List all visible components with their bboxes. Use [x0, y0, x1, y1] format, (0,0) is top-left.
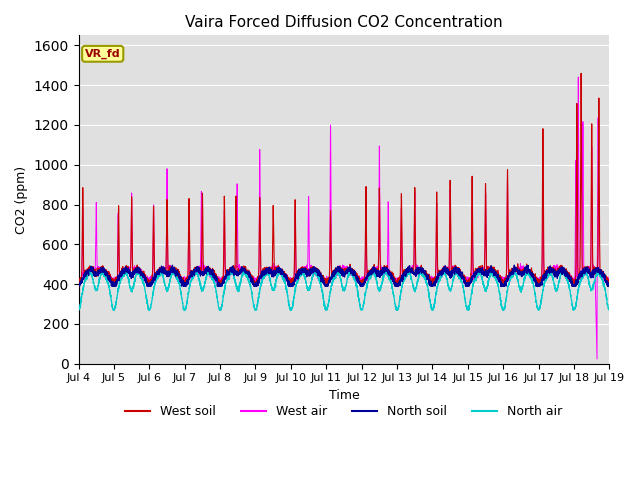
Legend: West soil, West air, North soil, North air: West soil, West air, North soil, North a…	[120, 400, 568, 423]
Title: Vaira Forced Diffusion CO2 Concentration: Vaira Forced Diffusion CO2 Concentration	[185, 15, 503, 30]
Y-axis label: CO2 (ppm): CO2 (ppm)	[15, 166, 28, 234]
Text: VR_fd: VR_fd	[85, 48, 120, 59]
X-axis label: Time: Time	[328, 389, 359, 402]
